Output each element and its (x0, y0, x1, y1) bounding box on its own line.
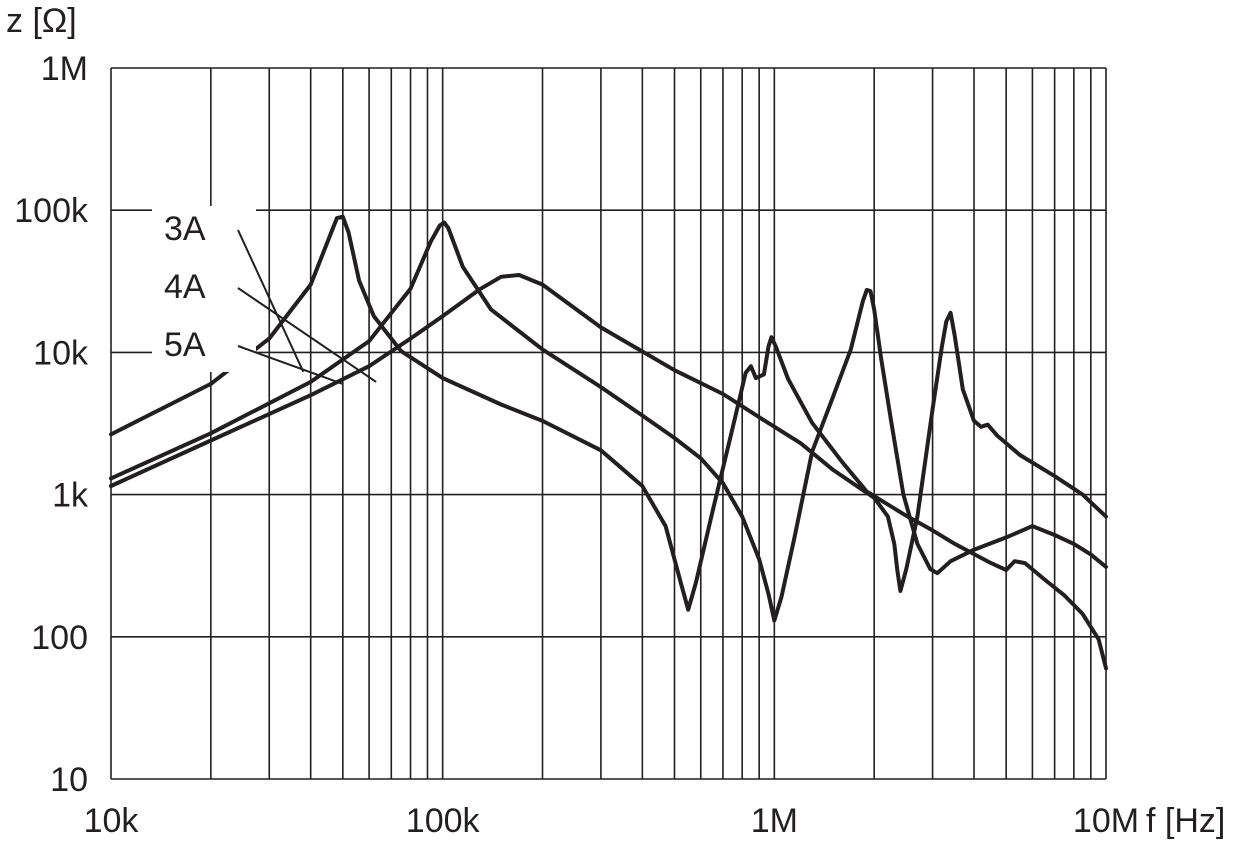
y-tick-label: 100k (14, 192, 89, 230)
series-leader-5a (237, 345, 344, 385)
x-tick-label: 1M (751, 802, 798, 840)
grid (110, 67, 1107, 780)
series-line-5a (109, 273, 1108, 593)
series-leader-3a (237, 229, 305, 373)
series-label-3a: 3A (164, 210, 206, 248)
y-tick-label: 10k (33, 334, 89, 372)
series-leader-4a (237, 287, 377, 383)
series-label-4a: 4A (164, 268, 206, 306)
x-axis-title: f [Hz] (1146, 802, 1225, 840)
x-tick-label: 100k (406, 802, 481, 840)
series-labels: 3A 4A 5A (152, 206, 377, 385)
series-line-4a (109, 220, 1108, 623)
y-tick-label: 100 (31, 619, 88, 657)
y-axis-title: z [Ω] (6, 2, 77, 40)
x-tick-label: 10k (84, 802, 140, 840)
tick-labels: 10k 100k 1M 10M 10 100 1k 10k 100k 1M (14, 50, 1139, 840)
y-tick-label: 1k (52, 477, 89, 515)
y-tick-label: 1M (41, 50, 88, 88)
curves (109, 214, 1108, 671)
series-line-3a (109, 214, 1108, 671)
x-tick-label: 10M (1073, 802, 1139, 840)
y-tick-label: 10 (50, 761, 88, 799)
series-label-5a: 5A (164, 326, 206, 364)
